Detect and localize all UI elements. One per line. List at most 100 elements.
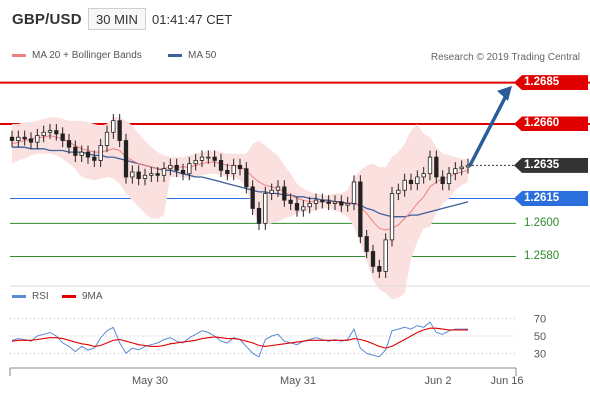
candle-body [35,135,40,143]
x-tick-label: Jun 16 [490,375,523,387]
legend-ma9-label: 9MA [82,291,103,302]
candle-body [250,186,255,209]
candle-body [421,173,426,178]
candle-body [155,173,160,176]
candle-body [294,203,300,211]
x-axis: May 30 May 31 Jun 2 Jun 16 [9,367,524,387]
candle-body [47,130,53,133]
candle-body [117,120,122,141]
candle-body [459,166,464,170]
rsi-tick-label: 30 [534,348,546,360]
candle-body [98,145,103,161]
x-tick-label: May 31 [280,375,316,387]
candle-body [345,203,350,206]
candle-body [440,176,445,184]
candle-body [339,201,344,206]
candle-body [218,160,224,171]
legend-ma50: MA 50 [168,50,216,61]
rsi-tick-label: 70 [534,314,546,326]
level-badge-resistance-2: 1.2660 [514,116,588,132]
candle-body [320,199,325,203]
candle-body [54,130,59,135]
x-tick-label: May 30 [132,375,168,387]
forecast-arrow [468,85,512,168]
legend-swatch-ma9 [62,295,76,298]
legend-ma20-bb: MA 20 + Bollinger Bands [12,50,142,61]
candle-body [104,131,110,146]
candle-body [351,181,357,204]
legend-swatch-ma50 [168,54,182,57]
level-badge-resistance-1: 1.2685 [514,75,588,91]
candle-body [389,193,395,241]
candle-body [434,156,439,178]
candle-body [79,151,84,156]
level-label-support-1: 1.2600 [524,216,560,229]
candle-body [180,169,186,175]
rsi-tick-label: 50 [534,331,546,343]
forecast-arrowhead-icon [497,85,512,101]
timeframe-badge[interactable]: 30 MIN [88,8,146,30]
candle-body [9,136,15,141]
candle-body [453,168,458,175]
candle-body [263,193,268,224]
candle-body [142,174,148,180]
bollinger-bands [12,117,468,300]
candle-body [187,163,192,175]
symbol-title: GBP/USD [12,10,82,28]
candle-body [174,164,179,171]
candle-body [427,156,433,175]
candle-body [111,120,116,133]
x-tick-label: Jun 2 [425,375,452,387]
bollinger-band-area [12,117,468,300]
candle-body [282,186,287,201]
forecast-arrow-shaft [468,92,509,168]
current-time: 01:41:47 CET [152,11,233,27]
candle-body [446,173,452,184]
level-badge-last-price: 1.2635 [514,157,588,173]
candle-body [206,156,211,159]
candle-body [377,266,382,272]
candle-body [149,173,154,176]
candle-body [66,140,72,148]
candle-body [168,164,173,170]
candle-body [41,131,46,136]
candle-body [275,186,281,191]
rsi-ma9-line [11,327,468,349]
legend-rsi: RSI [12,291,49,302]
candle-body [136,171,141,180]
candle-body [85,151,91,158]
candle-body [307,203,312,208]
candle-body [364,236,369,252]
candle-body [402,179,407,191]
rsi-panel: 70 50 30 [10,285,590,360]
candle-body [408,179,414,184]
candle-body [28,138,34,143]
candle-body [22,136,27,140]
level-label-support-2: 1.2580 [524,249,560,262]
candle-body [237,164,243,170]
candle-body [123,140,129,178]
legend-ma9: 9MA [62,291,103,302]
candle-body [16,136,21,141]
candle-body [326,201,331,204]
candle-body [60,133,65,141]
level-badge-pivot: 1.2615 [514,191,588,206]
candle-body [370,251,376,267]
candle-body [358,181,363,237]
candle-body [92,156,97,161]
candle-body [212,156,217,161]
candle-body [225,169,230,175]
legend-swatch-ma20 [12,54,26,57]
candle-body [231,164,236,175]
candlesticks [9,114,471,278]
candle-body [193,160,198,165]
candle-body [301,206,306,211]
candle-body [199,156,205,161]
candle-body [161,168,167,176]
candle-body [269,189,274,194]
candle-body [256,208,262,224]
legend-ma20-label: MA 20 + Bollinger Bands [32,50,142,61]
candle-body [415,176,420,184]
